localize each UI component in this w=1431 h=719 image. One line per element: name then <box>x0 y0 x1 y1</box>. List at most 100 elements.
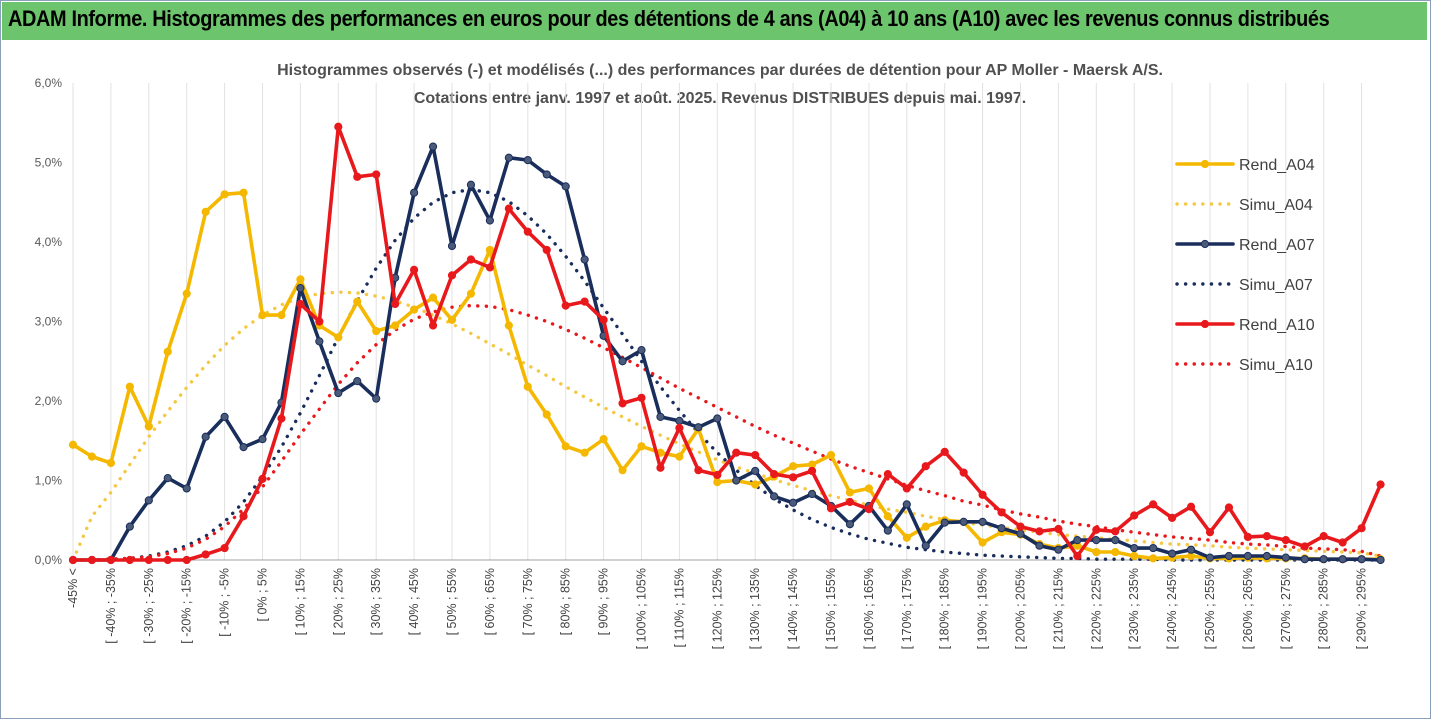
data-point <box>1092 536 1101 545</box>
x-tick-label: [ 120% ; 125% <box>710 568 724 649</box>
data-point <box>883 470 892 479</box>
data-point <box>1149 554 1158 563</box>
series-line-simu_a07 <box>71 187 1383 562</box>
data-point <box>656 412 665 421</box>
data-point <box>789 498 798 507</box>
data-point <box>334 333 343 342</box>
data-point <box>334 388 343 398</box>
x-tick-label: [ 130% ; 135% <box>748 568 762 649</box>
report-title: ADAM Informe. Histogrammes des performan… <box>8 6 1330 31</box>
chart-title: Histogrammes observés (-) et modélisés (… <box>277 62 1163 79</box>
legend-label: Rend_A07 <box>1239 237 1315 254</box>
x-tick-label: [ 50% ; 55% <box>445 568 459 635</box>
data-point <box>163 555 172 565</box>
data-point <box>428 293 438 302</box>
x-tick-label: [ -40% ; -35% <box>104 568 118 644</box>
data-point <box>1073 536 1082 545</box>
data-point <box>1357 524 1366 533</box>
data-point <box>637 346 646 355</box>
data-point <box>997 508 1006 517</box>
data-point <box>466 255 476 264</box>
data-point <box>1092 525 1101 534</box>
x-tick-label: [ 180% ; 185% <box>938 568 952 649</box>
data-point <box>410 188 419 197</box>
data-point <box>902 500 911 509</box>
series-line-rend_a04 <box>71 190 1383 562</box>
data-point <box>902 533 911 542</box>
data-point <box>713 477 722 487</box>
data-point <box>902 484 911 493</box>
data-point <box>296 299 305 309</box>
data-point <box>485 245 494 255</box>
data-point <box>618 466 627 475</box>
data-point <box>258 435 267 444</box>
data-point <box>485 216 494 225</box>
data-point <box>125 555 134 565</box>
data-point <box>675 452 684 461</box>
data-point <box>277 414 286 423</box>
data-point <box>106 555 116 565</box>
x-tick-label: [ 210% ; 215% <box>1051 568 1065 649</box>
data-point <box>694 466 703 475</box>
data-point <box>315 337 324 346</box>
x-tick-label: [ 250% ; 255% <box>1203 568 1217 649</box>
data-point <box>315 317 324 326</box>
data-point <box>599 435 608 444</box>
data-point <box>978 538 987 547</box>
data-point <box>504 153 513 162</box>
data-point <box>826 450 836 460</box>
data-point <box>182 484 191 493</box>
x-tick-label: [ 150% ; 155% <box>824 568 838 649</box>
data-point <box>353 377 362 386</box>
data-point <box>694 423 703 432</box>
data-point <box>1281 536 1290 545</box>
data-point <box>807 466 817 476</box>
data-point <box>334 122 343 131</box>
data-point <box>1073 551 1082 561</box>
y-tick-label: 3,0% <box>35 315 63 329</box>
data-point <box>542 410 551 419</box>
x-tick-label: [ 110% ; 115% <box>672 568 686 647</box>
data-point <box>239 443 248 452</box>
y-tick-label: 5,0% <box>35 156 63 170</box>
data-point <box>959 468 968 477</box>
data-point <box>87 452 97 461</box>
data-point <box>372 326 381 336</box>
data-point <box>391 321 400 330</box>
x-tick-label: [ 10% ; 15% <box>293 568 307 635</box>
data-point <box>1376 480 1385 489</box>
data-point <box>372 170 381 179</box>
series-line-simu_a10 <box>71 303 1383 562</box>
data-point <box>656 463 665 472</box>
data-point <box>163 474 172 483</box>
data-point <box>845 488 855 497</box>
x-tick-label: [ -10% ; -5% <box>218 568 232 637</box>
legend-label: Simu_A07 <box>1239 277 1313 294</box>
y-tick-label: 4,0% <box>35 235 63 249</box>
x-tick-label: [ 60% ; 65% <box>483 568 497 635</box>
x-tick-label: [ 140% ; 145% <box>786 568 800 649</box>
data-point <box>845 497 855 507</box>
data-point <box>447 241 457 251</box>
data-point <box>921 522 930 531</box>
data-point <box>87 555 97 565</box>
data-point <box>125 522 134 531</box>
data-point <box>751 480 760 489</box>
x-tick-label: [ 280% ; 285% <box>1317 568 1331 649</box>
data-point <box>807 489 817 499</box>
data-point <box>1130 551 1139 561</box>
data-point <box>239 188 248 197</box>
data-point <box>1168 549 1177 558</box>
data-point <box>523 382 532 391</box>
x-tick-label: [ 260% ; 265% <box>1241 568 1255 649</box>
x-tick-label: [ 40% ; 45% <box>407 568 421 635</box>
data-point <box>1054 545 1063 554</box>
data-point <box>447 315 457 325</box>
data-point <box>1054 524 1063 534</box>
data-point <box>220 190 229 199</box>
data-point <box>1224 503 1234 512</box>
chart-subtitle: Cotations entre janv. 1997 et août. 2025… <box>413 90 1027 107</box>
x-tick-label: [ 190% ; 195% <box>976 568 990 649</box>
series-line-rend_a10 <box>71 124 1383 562</box>
